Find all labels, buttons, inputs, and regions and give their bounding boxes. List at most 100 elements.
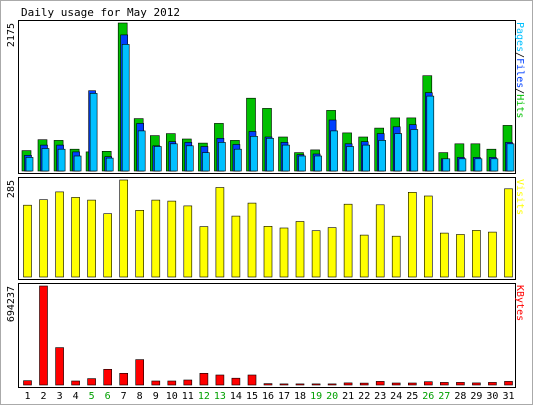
x-tick-label-8: 8 [137,391,143,402]
bar-kbytes-day-15 [247,374,257,386]
x-tick-label-22: 22 [358,391,370,402]
x-tick-label-9: 9 [153,391,159,402]
bar-kbytes-day-18 [295,383,305,386]
bar-pages-day-10 [170,143,178,172]
bar-visits-day-21 [343,203,353,278]
bar-pages-day-7 [121,44,130,172]
x-tick-label-7: 7 [121,391,127,402]
bar-visits-day-12 [199,226,209,278]
y-axis-label: KBytes [514,285,525,321]
x-tick-label-19: 19 [310,391,322,402]
bar-kbytes-day-20 [327,383,337,386]
x-tick-label-15: 15 [246,391,258,402]
x-tick-label-13: 13 [214,391,226,402]
bar-visits-day-22 [359,234,369,278]
bar-kbytes-day-2 [39,285,48,386]
bar-kbytes-day-24 [391,382,401,386]
bar-pages-day-11 [186,145,194,172]
x-tick-label-3: 3 [57,391,63,402]
bar-pages-day-3 [57,148,66,172]
bar-kbytes-day-3 [55,347,64,386]
x-tick-label-18: 18 [294,391,306,402]
x-tick-label-27: 27 [438,391,450,402]
bar-visits-day-18 [295,221,305,278]
bar-kbytes-day-14 [231,377,241,386]
bar-pages-day-1 [25,157,34,172]
bar-pages-day-8 [137,130,146,172]
bar-kbytes-day-27 [439,382,449,386]
x-tick-label-20: 20 [326,391,338,402]
x-tick-label-4: 4 [73,391,79,402]
bar-pages-day-28 [458,158,467,172]
bar-pages-day-16 [266,138,274,172]
bar-visits-day-31 [504,188,513,278]
bar-pages-day-17 [282,144,290,172]
bar-kbytes-day-19 [311,383,321,386]
bar-visits-day-8 [135,210,144,278]
x-tick-label-28: 28 [454,391,466,402]
bar-kbytes-day-10 [167,380,177,386]
y-max-label: 285 [6,180,17,198]
bar-pages-day-5 [89,93,98,172]
bar-pages-day-27 [442,158,451,172]
bar-visits-day-7 [119,179,128,278]
bar-pages-day-4 [73,155,82,172]
bar-visits-day-4 [71,197,80,278]
bar-pages-day-23 [378,140,387,172]
bar-kbytes-day-29 [472,382,481,386]
bar-kbytes-day-12 [199,372,209,386]
bar-visits-day-29 [472,230,481,278]
bar-kbytes-day-17 [279,383,289,386]
bar-kbytes-day-31 [504,381,513,386]
bar-visits-day-23 [375,204,385,278]
bar-visits-day-9 [151,199,161,278]
x-tick-label-17: 17 [278,391,290,402]
bar-kbytes-day-6 [103,368,112,386]
bar-visits-day-26 [423,195,433,278]
bar-kbytes-day-26 [423,381,433,386]
bar-visits-day-25 [407,192,417,278]
bar-visits-day-6 [103,213,112,278]
legend-pages: Pages [514,22,525,52]
y-max-label: 694237 [6,286,17,322]
bar-pages-day-2 [41,148,50,172]
bar-kbytes-day-1 [23,380,32,386]
bar-pages-day-30 [490,158,499,172]
bar-kbytes-day-28 [456,382,465,386]
x-tick-label-12: 12 [198,391,210,402]
bar-pages-day-25 [410,129,419,172]
x-tick-label-6: 6 [105,391,111,402]
bar-kbytes-day-13 [215,374,225,386]
bar-kbytes-day-4 [71,380,80,386]
bar-visits-day-14 [231,215,241,278]
bar-kbytes-day-16 [263,383,273,386]
bar-pages-day-22 [362,144,371,172]
bar-kbytes-day-11 [183,379,193,386]
y-axis-label: Visits [514,179,525,215]
bar-visits-day-30 [488,231,497,278]
bar-visits-day-3 [55,191,64,278]
x-tick-label-11: 11 [182,391,194,402]
bar-pages-day-19 [314,155,322,172]
x-axis-labels: 1 2 3 4 5 6 7 8 9 10 11 12 13 14 15 16 17 18 19 20 21 22 23 24 2… [24,391,514,402]
bar-pages-day-26 [426,95,435,172]
bar-pages-day-21 [346,146,354,172]
bar-kbytes-day-8 [135,359,144,386]
legend-separator: / [514,88,525,94]
bar-visits-day-20 [327,227,337,278]
bar-pages-day-14 [234,148,242,172]
bar-visits-day-11 [183,205,193,278]
x-tick-label-2: 2 [40,391,46,402]
bar-kbytes-day-30 [488,382,497,386]
chart-title: Daily usage for May 2012 [21,6,180,19]
x-tick-label-26: 26 [422,391,434,402]
bar-visits-day-17 [279,227,289,278]
bar-kbytes-day-5 [87,378,96,386]
bar-kbytes-day-7 [119,372,128,386]
bar-pages-day-24 [394,133,403,172]
legend-files: Files [514,58,525,88]
x-tick-label-25: 25 [406,391,418,402]
x-tick-label-14: 14 [230,391,242,402]
